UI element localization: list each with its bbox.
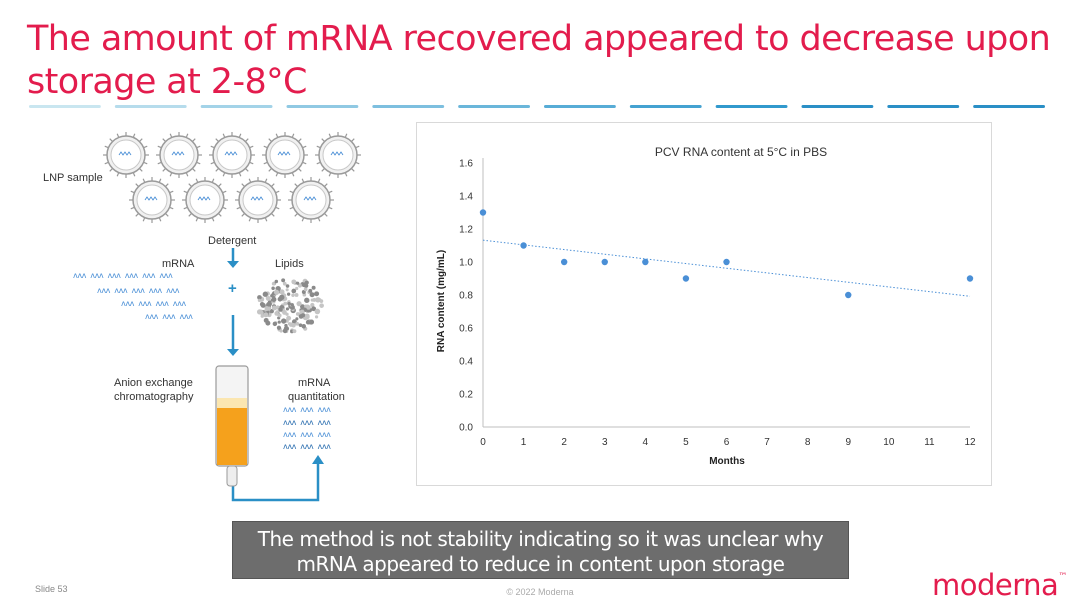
lnp-particle-icon <box>262 132 308 178</box>
slide-title: The amount of mRNA recovered appeared to… <box>27 19 1051 102</box>
copyright-text: © 2022 Moderna <box>506 587 574 597</box>
divider-dash <box>286 105 359 108</box>
lnp-particle-icon <box>315 132 361 178</box>
data-point <box>520 242 527 249</box>
data-point <box>601 258 608 266</box>
chart-axes <box>482 158 970 428</box>
y-tick-label: 0.0 <box>459 423 473 434</box>
divider-dash <box>801 105 874 108</box>
y-tick-label: 1.0 <box>459 258 473 269</box>
chromatography-column-icon <box>215 365 249 487</box>
column-label-line1: Anion exchange <box>114 377 193 389</box>
quantitation-label-line1: mRNA <box>298 377 331 389</box>
x-tick-label: 0 <box>480 437 486 448</box>
mrna-strand-icon: ʌʌʌ ʌʌʌ ʌʌʌ <box>283 405 331 414</box>
mrna-strand-icon: ʌʌʌ ʌʌʌ ʌʌʌ ʌʌʌ <box>121 299 186 308</box>
data-point <box>845 291 852 299</box>
data-point <box>642 258 649 266</box>
mrna-strand-icon: ʌʌʌ ʌʌʌ ʌʌʌ ʌʌʌ ʌʌʌ <box>97 286 180 295</box>
detergent-label: Detergent <box>208 235 257 247</box>
lnp-particle-icon <box>235 177 281 223</box>
divider-dash <box>973 105 1045 108</box>
plus-sign: + <box>228 280 237 297</box>
divider-dash <box>544 105 616 108</box>
moderna-logo: moderna™ <box>932 568 1067 602</box>
trendline <box>482 239 971 297</box>
y-tick-label: 0.6 <box>459 324 473 335</box>
y-tick-label: 0.2 <box>459 390 473 401</box>
divider-dash <box>200 105 273 108</box>
y-tick-label: 1.4 <box>459 192 473 203</box>
x-tick-label: 8 <box>805 437 811 448</box>
column-label-line2: chromatography <box>114 391 194 403</box>
divider-dash <box>372 105 445 108</box>
divider-dash <box>629 105 702 108</box>
lnp-particle-icon <box>209 132 255 178</box>
scatter-chart: PCV RNA content at 5°C in PBS Months RNA… <box>436 145 976 467</box>
x-tick-label: 5 <box>683 437 689 448</box>
return-arrow <box>231 462 320 502</box>
logo-wordmark: moderna <box>932 568 1059 602</box>
mrna-strand-icon: ʌʌʌ ʌʌʌ ʌʌʌ <box>283 442 331 451</box>
y-tick-label: 0.8 <box>459 291 473 302</box>
lnp-particle-icon <box>156 132 202 178</box>
trademark-mark: ™ <box>1058 572 1067 582</box>
mrna-strand-icon: ʌʌʌ ʌʌʌ ʌʌʌ ʌʌʌ ʌʌʌ ʌʌʌ <box>73 271 173 280</box>
data-point <box>560 258 568 266</box>
divider-dash <box>114 105 187 108</box>
x-tick-label: 4 <box>643 437 649 448</box>
lnp-particle-icon <box>288 177 334 223</box>
lipid-cluster-icon <box>256 278 324 334</box>
data-point <box>682 275 690 282</box>
y-tick-label: 1.6 <box>459 159 473 170</box>
x-tick-label: 2 <box>561 437 567 448</box>
y-axis-label: RNA content (mg/mL) <box>436 250 447 352</box>
lnp-particle-icon <box>129 177 175 223</box>
x-tick-label: 9 <box>845 437 851 448</box>
data-point <box>966 275 974 282</box>
x-axis-label: Months <box>709 456 745 467</box>
x-tick-label: 1 <box>521 437 527 448</box>
y-tick-labels: 0.0 0.2 0.4 0.6 0.8 1.0 1.2 1.4 1.6 <box>459 159 473 434</box>
y-tick-label: 0.4 <box>459 357 473 368</box>
quantitation-label-line2: quantitation <box>288 391 345 403</box>
divider-dash <box>887 105 960 108</box>
x-tick-label: 3 <box>602 437 608 448</box>
data-point <box>479 209 487 216</box>
mrna-strand-icon: ʌʌʌ ʌʌʌ ʌʌʌ <box>145 312 193 321</box>
process-arrows <box>227 248 324 502</box>
data-point <box>723 258 730 266</box>
mrna-label: mRNA <box>162 258 195 270</box>
x-tick-label: 10 <box>883 437 895 448</box>
lnp-sample-label: LNP sample <box>43 172 103 184</box>
lipids-label: Lipids <box>275 258 304 270</box>
x-tick-label: 6 <box>724 437 730 448</box>
x-tick-label: 11 <box>924 437 935 448</box>
title-divider <box>29 105 1045 108</box>
mrna-strand-icon: ʌʌʌ ʌʌʌ ʌʌʌ <box>283 430 331 439</box>
lnp-particles <box>103 132 361 223</box>
divider-dash <box>29 105 101 108</box>
mrna-strand-icon: ʌʌʌ ʌʌʌ ʌʌʌ <box>283 418 331 427</box>
slide-number: Slide 53 <box>35 584 68 594</box>
divider-dash <box>715 105 788 108</box>
data-points <box>479 209 974 299</box>
trendline-path <box>482 239 971 297</box>
chart-panel: PCV RNA content at 5°C in PBS Months RNA… <box>416 122 992 486</box>
lnp-particle-icon <box>103 132 149 178</box>
x-tick-label: 12 <box>964 437 976 448</box>
chart-title: PCV RNA content at 5°C in PBS <box>655 145 827 159</box>
divider-dash <box>458 105 530 108</box>
callout-box: The method is not stability indicating s… <box>232 521 849 579</box>
lnp-particle-icon <box>182 177 228 223</box>
x-tick-labels: 0 1 2 3 4 5 6 7 8 9 10 11 12 <box>480 437 976 448</box>
y-tick-label: 1.2 <box>459 225 473 236</box>
x-tick-label: 7 <box>764 437 770 448</box>
